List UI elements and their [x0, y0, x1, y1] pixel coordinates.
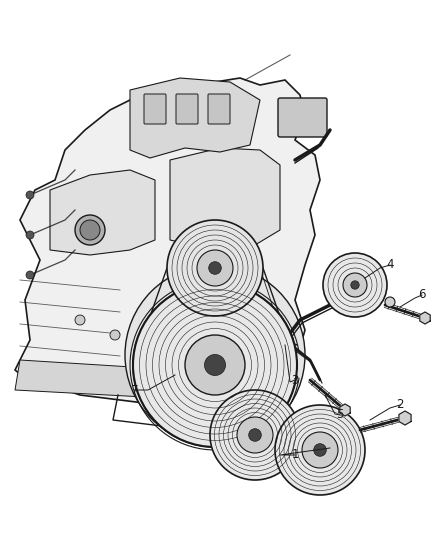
Polygon shape	[399, 411, 411, 425]
FancyBboxPatch shape	[208, 94, 230, 124]
Text: 1: 1	[291, 448, 299, 462]
Circle shape	[125, 265, 305, 445]
Circle shape	[197, 250, 233, 286]
Circle shape	[26, 231, 34, 239]
Polygon shape	[15, 360, 200, 400]
Polygon shape	[50, 170, 155, 255]
Text: 6: 6	[418, 288, 426, 302]
Circle shape	[185, 355, 195, 365]
Circle shape	[26, 271, 34, 279]
Circle shape	[249, 429, 261, 441]
Polygon shape	[170, 148, 280, 250]
Text: 7: 7	[131, 384, 139, 397]
Circle shape	[80, 220, 100, 240]
Text: 4: 4	[386, 259, 394, 271]
Circle shape	[230, 370, 240, 380]
Polygon shape	[130, 78, 260, 158]
Polygon shape	[340, 404, 350, 416]
Text: 3: 3	[291, 374, 299, 386]
Circle shape	[145, 345, 155, 355]
Circle shape	[110, 330, 120, 340]
Circle shape	[237, 417, 273, 453]
Circle shape	[277, 332, 293, 348]
Circle shape	[133, 283, 297, 447]
Circle shape	[314, 443, 326, 456]
Circle shape	[208, 262, 221, 274]
Circle shape	[385, 297, 395, 307]
Circle shape	[302, 432, 338, 468]
FancyBboxPatch shape	[176, 94, 198, 124]
Text: 2: 2	[396, 399, 404, 411]
FancyBboxPatch shape	[278, 98, 327, 137]
Circle shape	[205, 354, 226, 376]
Circle shape	[26, 191, 34, 199]
Circle shape	[323, 253, 387, 317]
Circle shape	[210, 390, 300, 480]
Circle shape	[343, 273, 367, 297]
Circle shape	[351, 281, 359, 289]
Polygon shape	[420, 312, 430, 324]
Circle shape	[167, 220, 263, 316]
Circle shape	[275, 405, 365, 495]
Text: 5: 5	[336, 408, 344, 422]
Circle shape	[75, 315, 85, 325]
Circle shape	[185, 335, 245, 395]
Circle shape	[75, 215, 105, 245]
FancyBboxPatch shape	[144, 94, 166, 124]
Polygon shape	[15, 78, 320, 405]
